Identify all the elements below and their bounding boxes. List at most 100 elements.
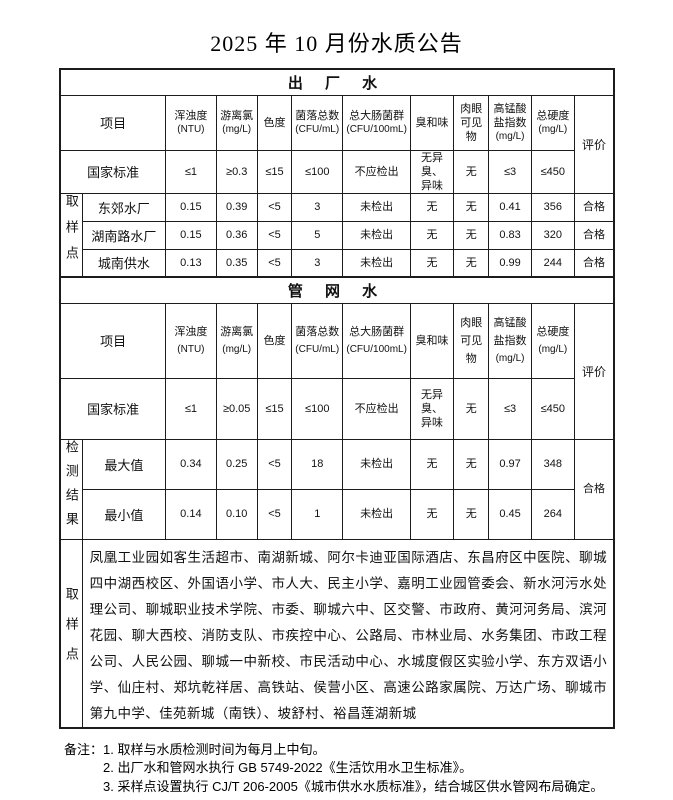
cell-value: 无 — [453, 220, 490, 250]
standard-value: 不应检出 — [342, 377, 411, 440]
cell-value: <5 — [256, 192, 293, 222]
cell-value: 0.83 — [488, 220, 532, 250]
cell-value: 0.45 — [488, 488, 532, 540]
sampling-point-group-label: 取样点 — [59, 192, 83, 278]
cell-value: 未检出 — [342, 192, 411, 222]
row-name: 最小值 — [81, 488, 167, 540]
col-chroma: 色度 — [256, 94, 293, 151]
cell-value: 0.39 — [215, 192, 258, 222]
col-permanganate: 高锰酸盐指数 (mg/L) — [488, 94, 532, 151]
standard-label: 国家标准 — [59, 377, 167, 440]
notes-label: 备注： — [64, 741, 104, 757]
cell-value: 无 — [409, 220, 455, 250]
cell-value: 未检出 — [342, 438, 411, 490]
sampling-points-text: 凤凰工业园如客生活超市、南湖新城、阿尔卡迪亚国际酒店、东昌府区中医院、聊城四中湖… — [81, 538, 615, 728]
evaluation-header: 评价 — [573, 94, 615, 194]
table-row-max: 检测结果 最大值 0.34 0.25 <5 18 未检出 无 无 0.97 34… — [59, 438, 615, 540]
col-turbidity: 浑浊度 (NTU) — [165, 302, 217, 379]
sampling-points-row: 取样点 凤凰工业园如客生活超市、南湖新城、阿尔卡迪亚国际酒店、东昌府区中医院、聊… — [59, 538, 615, 728]
col-free-chlorine: 游离氯 (mg/L) — [215, 302, 258, 379]
evaluation-value: 合格 — [573, 220, 615, 250]
item-header: 项目 — [59, 94, 167, 151]
evaluation-value: 合格 — [573, 248, 615, 278]
cell-value: 无 — [409, 438, 455, 490]
col-hardness: 总硬度 (mg/L) — [530, 302, 575, 379]
standard-value: ≤3 — [488, 377, 532, 440]
standard-value: ≤1 — [165, 149, 217, 194]
cell-value: 未检出 — [342, 488, 411, 540]
cell-value: <5 — [256, 438, 293, 490]
standard-value: ≥0.05 — [215, 377, 258, 440]
standard-value: ≤450 — [530, 377, 575, 440]
cell-value: 未检出 — [342, 220, 411, 250]
sampling-points-group-label: 取样点 — [59, 538, 83, 728]
table-row-hunanlu: 湖南路水厂 0.15 0.36 <5 5 未检出 无 无 0.83 320 合格 — [60, 220, 615, 250]
standard-value: ≤100 — [291, 149, 344, 194]
detection-result-group-label: 检测结果 — [59, 438, 83, 540]
table-row-dongjiao: 取样点 东郊水厂 0.15 0.39 <5 3 未检出 无 无 0.41 356… — [59, 192, 615, 278]
cell-value: 无 — [409, 488, 455, 540]
row-name: 湖南路水厂 — [81, 220, 167, 250]
col-chroma: 色度 — [256, 302, 293, 379]
cell-value: <5 — [256, 488, 293, 540]
page-title: 2025 年 10 月份水质公告 — [210, 31, 463, 56]
factory-standard-row: 国家标准 ≤1 ≥0.3 ≤15 ≤100 不应检出 无异臭、 异味 无 ≤3 … — [59, 149, 614, 194]
notes: 备注： 1. 取样与水质检测时间为每月上中旬。 2. 出厂水和管网水执行 GB … — [64, 741, 624, 797]
cell-value: 348 — [530, 438, 575, 490]
cell-value: 0.36 — [215, 220, 258, 250]
water-quality-table: 出 厂 水 项目 浑浊度 (NTU) 游离氯 (mg/L) 色度 菌落总数 (CFU/… — [59, 68, 615, 729]
cell-value: 无 — [453, 192, 490, 222]
cell-value: 0.10 — [215, 488, 258, 540]
factory-header-row: 项目 浑浊度 (NTU) 游离氯 (mg/L) 色度 菌落总数 (CFU/mL) 总大… — [59, 94, 615, 194]
cell-value: 0.97 — [488, 438, 532, 490]
standard-value: ≤450 — [530, 149, 575, 194]
evaluation-header: 评价 — [573, 302, 615, 440]
col-hardness: 总硬度 (mg/L) — [530, 94, 575, 151]
factory-section-title: 出 厂 水 — [59, 68, 615, 96]
col-colony-count: 菌落总数 (CFU/mL) — [291, 94, 344, 151]
standard-value: ≤1 — [165, 377, 217, 440]
note-item: 2. 出厂水和管网水执行 GB 5749-2022《生活饮用水卫生标准》。 — [103, 760, 473, 775]
cell-value: 0.99 — [488, 248, 532, 278]
cell-value: 0.15 — [165, 192, 217, 222]
col-visible-matter: 肉眼可见物 — [453, 302, 490, 379]
col-odor-taste: 臭和味 — [409, 302, 455, 379]
standard-value: 无异臭、 异味 — [409, 149, 455, 194]
col-odor-taste: 臭和味 — [409, 94, 455, 151]
cell-value: 0.14 — [165, 488, 217, 540]
standard-value: 无 — [453, 377, 490, 440]
standard-value: 不应检出 — [342, 149, 411, 194]
cell-value: 无 — [453, 248, 490, 278]
cell-value: <5 — [256, 248, 293, 278]
factory-section-row: 出 厂 水 — [59, 68, 615, 96]
cell-value: 无 — [453, 438, 490, 490]
standard-value: ≥0.3 — [215, 149, 258, 194]
col-colony-count: 菌落总数 (CFU/mL) — [291, 302, 344, 379]
cell-value: 264 — [530, 488, 575, 540]
note-item: 3. 采样点设置执行 CJ/T 206-2005《城市供水水质标准》，结合城区供… — [103, 778, 604, 794]
cell-value: 无 — [409, 192, 455, 222]
col-free-chlorine: 游离氯 (mg/L) — [215, 94, 258, 151]
standard-value: 无 — [453, 149, 490, 194]
cell-value: 3 — [291, 192, 344, 222]
row-name: 东郊水厂 — [81, 192, 167, 222]
standard-value: ≤3 — [488, 149, 532, 194]
network-section-row: 管 网 水 — [59, 276, 615, 304]
cell-value: 未检出 — [342, 248, 411, 278]
col-visible-matter: 肉眼可见物 — [453, 94, 490, 151]
standard-value: ≤15 — [256, 377, 293, 440]
cell-value: 1 — [291, 488, 344, 540]
row-name: 最大值 — [81, 438, 167, 490]
cell-value: 0.34 — [165, 438, 217, 490]
standard-value: ≤100 — [291, 377, 344, 440]
cell-value: 0.35 — [215, 248, 258, 278]
table-row-chengnan: 城南供水 0.13 0.35 <5 3 未检出 无 无 0.99 244 合格 — [60, 248, 615, 278]
standard-label: 国家标准 — [59, 149, 167, 194]
cell-value: 无 — [453, 488, 490, 540]
cell-value: 0.13 — [165, 248, 217, 278]
table-row-min: 最小值 0.14 0.10 <5 1 未检出 无 无 0.45 264 — [60, 488, 614, 540]
standard-value: 无异臭、 异味 — [409, 377, 455, 440]
cell-value: 0.25 — [215, 438, 258, 490]
network-section-title: 管 网 水 — [59, 276, 615, 304]
